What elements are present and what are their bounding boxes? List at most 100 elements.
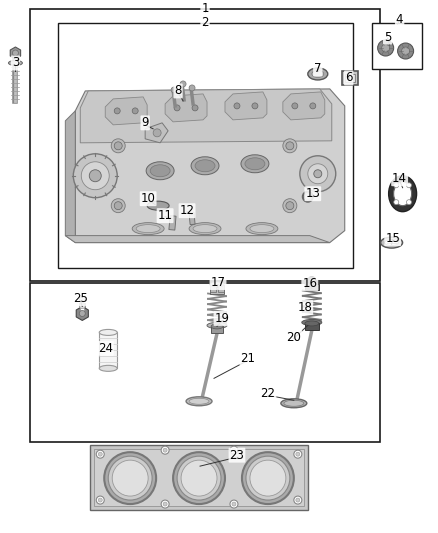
Ellipse shape: [189, 223, 221, 235]
Circle shape: [81, 162, 109, 190]
Text: 16: 16: [302, 277, 317, 290]
Ellipse shape: [245, 158, 265, 169]
Circle shape: [96, 496, 104, 504]
Circle shape: [314, 169, 322, 177]
Circle shape: [111, 199, 125, 213]
Ellipse shape: [389, 176, 417, 212]
Circle shape: [300, 156, 336, 192]
Polygon shape: [283, 92, 325, 120]
Circle shape: [98, 452, 102, 456]
Text: 18: 18: [297, 301, 312, 314]
Text: 22: 22: [261, 387, 276, 400]
Circle shape: [406, 183, 411, 188]
Ellipse shape: [394, 182, 412, 206]
Circle shape: [242, 452, 294, 504]
Text: 19: 19: [215, 312, 230, 325]
Circle shape: [173, 452, 225, 504]
Circle shape: [250, 460, 286, 496]
Bar: [345, 74, 355, 82]
Circle shape: [394, 183, 399, 188]
Bar: [372, 23, 422, 69]
Polygon shape: [75, 89, 345, 243]
Circle shape: [286, 201, 294, 209]
Bar: [189, 212, 195, 224]
Circle shape: [114, 108, 120, 114]
Circle shape: [230, 446, 238, 454]
Circle shape: [378, 40, 394, 56]
Circle shape: [171, 87, 177, 93]
Ellipse shape: [284, 400, 304, 406]
Circle shape: [246, 456, 290, 500]
Circle shape: [96, 450, 104, 458]
Circle shape: [232, 502, 236, 506]
Bar: [99, 333, 117, 368]
Ellipse shape: [79, 304, 85, 309]
Circle shape: [308, 277, 316, 285]
Circle shape: [305, 193, 311, 200]
Ellipse shape: [308, 281, 316, 286]
Ellipse shape: [312, 70, 324, 77]
Circle shape: [192, 105, 198, 111]
Ellipse shape: [385, 240, 399, 246]
Text: 8: 8: [174, 84, 182, 98]
Text: 17: 17: [211, 276, 226, 289]
Circle shape: [180, 81, 186, 87]
Circle shape: [104, 452, 156, 504]
Ellipse shape: [191, 157, 219, 175]
Polygon shape: [225, 92, 267, 120]
Ellipse shape: [302, 319, 322, 326]
Text: 5: 5: [384, 30, 391, 44]
Circle shape: [111, 139, 125, 153]
Circle shape: [163, 502, 167, 506]
Circle shape: [230, 500, 238, 508]
Ellipse shape: [147, 201, 169, 210]
Text: 15: 15: [385, 232, 400, 245]
Bar: [218, 285, 224, 292]
Circle shape: [112, 460, 148, 496]
Bar: [305, 324, 319, 330]
Text: 3: 3: [12, 56, 19, 69]
Circle shape: [163, 448, 167, 452]
Circle shape: [398, 43, 413, 59]
Polygon shape: [145, 123, 168, 143]
Circle shape: [283, 199, 297, 213]
Circle shape: [286, 142, 294, 150]
Text: 20: 20: [286, 331, 301, 344]
Bar: [90, 445, 308, 510]
Polygon shape: [10, 47, 21, 59]
Circle shape: [294, 450, 302, 458]
Circle shape: [381, 44, 390, 52]
Circle shape: [310, 103, 316, 109]
Bar: [30, 9, 380, 280]
Circle shape: [232, 448, 236, 452]
Circle shape: [292, 103, 298, 109]
Text: 2: 2: [201, 15, 209, 29]
Polygon shape: [65, 236, 330, 243]
Circle shape: [177, 456, 221, 500]
Circle shape: [153, 129, 161, 137]
Ellipse shape: [195, 160, 215, 172]
Circle shape: [252, 103, 258, 109]
Bar: [94, 449, 304, 506]
Ellipse shape: [241, 155, 269, 173]
Text: 11: 11: [158, 209, 173, 222]
Ellipse shape: [308, 68, 328, 80]
Text: 4: 4: [396, 13, 403, 26]
Polygon shape: [105, 97, 147, 125]
Circle shape: [161, 500, 169, 508]
Polygon shape: [76, 306, 88, 320]
Circle shape: [79, 296, 85, 303]
Bar: [210, 285, 216, 292]
Circle shape: [402, 47, 410, 55]
Bar: [305, 284, 319, 289]
Circle shape: [98, 498, 102, 502]
Bar: [30, 282, 380, 442]
Circle shape: [132, 108, 138, 114]
Circle shape: [296, 452, 300, 456]
Ellipse shape: [146, 162, 174, 180]
Circle shape: [114, 201, 122, 209]
Circle shape: [234, 103, 240, 109]
Bar: [211, 326, 223, 334]
Text: 13: 13: [305, 187, 320, 200]
Text: 9: 9: [141, 116, 149, 130]
